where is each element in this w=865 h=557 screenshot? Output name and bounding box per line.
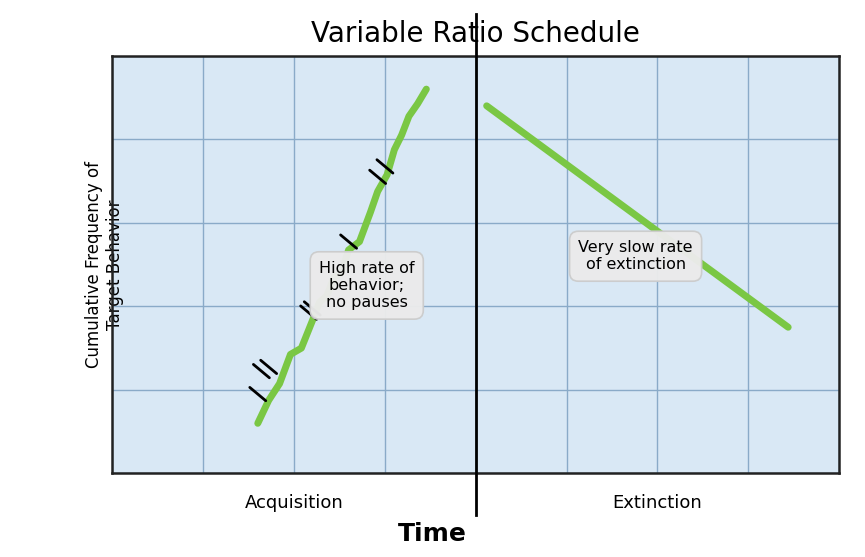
Text: Extinction: Extinction: [612, 495, 702, 512]
Text: High rate of
behavior;
no pauses: High rate of behavior; no pauses: [319, 261, 414, 310]
Y-axis label: Cumulative Frequency of
Target Behavior: Cumulative Frequency of Target Behavior: [85, 161, 124, 368]
Text: Time: Time: [398, 522, 467, 546]
Text: Very slow rate
of extinction: Very slow rate of extinction: [579, 240, 693, 272]
Text: Acquisition: Acquisition: [245, 495, 343, 512]
Title: Variable Ratio Schedule: Variable Ratio Schedule: [311, 20, 640, 48]
